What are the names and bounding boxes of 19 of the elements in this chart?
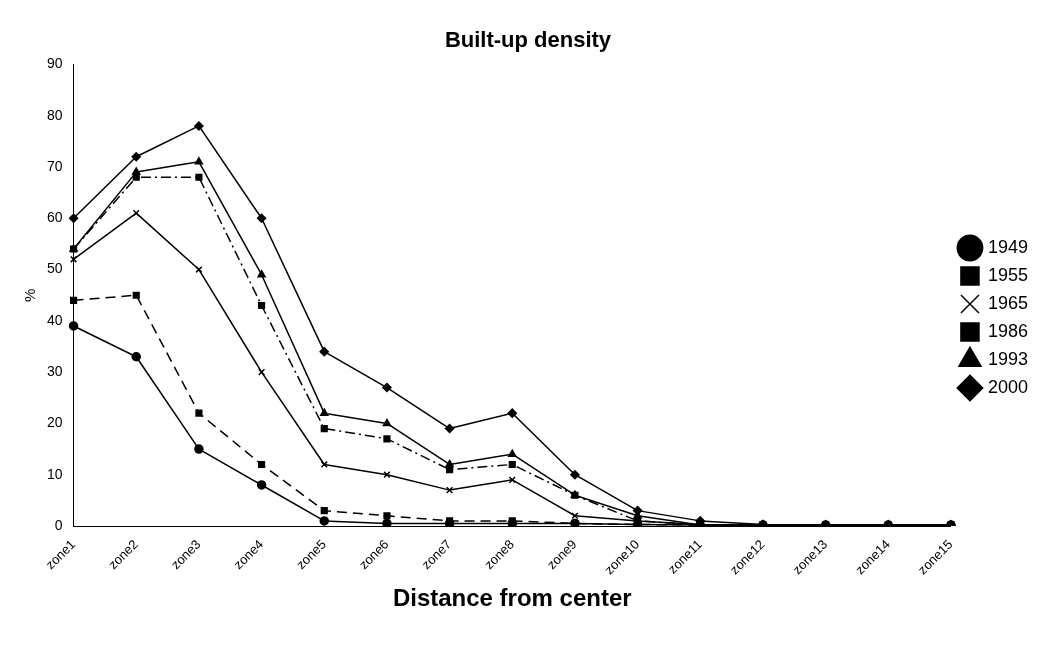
- y-tick-label: 0: [54, 516, 63, 533]
- x-axis-title: Distance from center: [392, 584, 632, 612]
- y-tick-label: 10: [46, 465, 63, 482]
- y-tick-label: 90: [46, 55, 63, 72]
- legend-label: 1955: [987, 264, 1028, 285]
- y-tick-label: 40: [46, 311, 63, 328]
- y-tick-label: 50: [46, 260, 63, 277]
- legend-label: 1949: [987, 236, 1028, 257]
- legend-label: 1993: [987, 348, 1028, 369]
- legend-label: 1965: [987, 292, 1028, 313]
- y-tick-label: 20: [46, 414, 63, 431]
- y-axis-title: %: [21, 288, 39, 302]
- y-tick-label: 80: [46, 106, 63, 123]
- y-tick-label: 30: [46, 363, 63, 379]
- legend-label: 1986: [987, 320, 1028, 341]
- y-tick-label: 60: [46, 209, 63, 226]
- chart-title: Built-up density: [444, 27, 612, 53]
- y-tick-label: 70: [46, 157, 63, 174]
- legend-label: 2000: [987, 376, 1028, 397]
